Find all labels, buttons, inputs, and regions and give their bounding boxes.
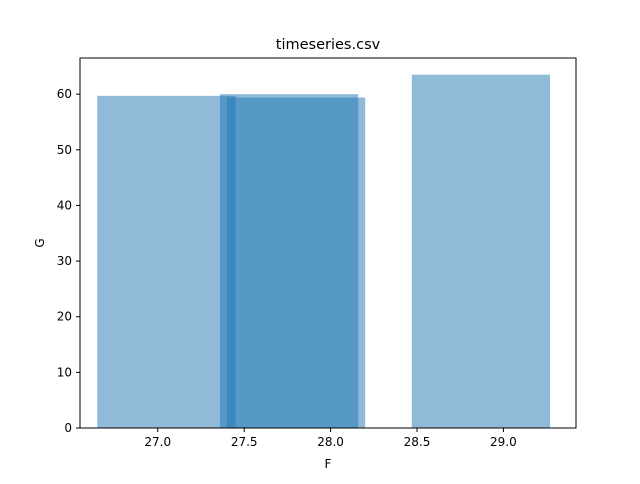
bar-3 (219, 94, 359, 429)
y-tick-label: 50 (57, 143, 72, 157)
x-tick-label: 29.0 (490, 435, 517, 449)
x-tick-label: 28.0 (317, 435, 344, 449)
bars-layer (97, 74, 551, 429)
y-tick-label: 0 (64, 421, 72, 435)
x-axis-ticks: 27.0 27.5 28.0 28.5 29.0 (144, 428, 517, 449)
x-tick-label: 27.5 (231, 435, 258, 449)
x-tick-label: 28.5 (404, 435, 431, 449)
bar-1 (97, 95, 236, 428)
y-tick-label: 30 (57, 254, 72, 268)
y-tick-label: 20 (57, 310, 72, 324)
x-tick-label: 27.0 (144, 435, 171, 449)
y-axis-ticks: 0 10 20 30 40 50 60 (57, 87, 80, 435)
bar-4 (411, 74, 551, 429)
y-tick-label: 10 (57, 365, 72, 379)
chart-title: timeseries.csv (276, 37, 381, 53)
y-tick-label: 60 (57, 87, 72, 101)
y-tick-label: 40 (57, 198, 72, 212)
x-axis-label: F (325, 457, 332, 471)
axes-frame (79, 57, 577, 429)
y-axis-label: G (33, 238, 47, 247)
